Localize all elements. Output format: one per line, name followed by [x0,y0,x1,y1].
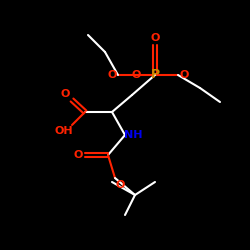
Text: O: O [60,89,70,99]
Text: O: O [131,70,141,80]
Text: O: O [107,70,117,80]
Text: NH: NH [124,130,142,140]
Text: O: O [179,70,189,80]
Text: O: O [115,180,125,190]
Text: O: O [150,33,160,43]
Text: O: O [73,150,83,160]
Text: P: P [150,68,160,82]
Text: OH: OH [55,126,73,136]
